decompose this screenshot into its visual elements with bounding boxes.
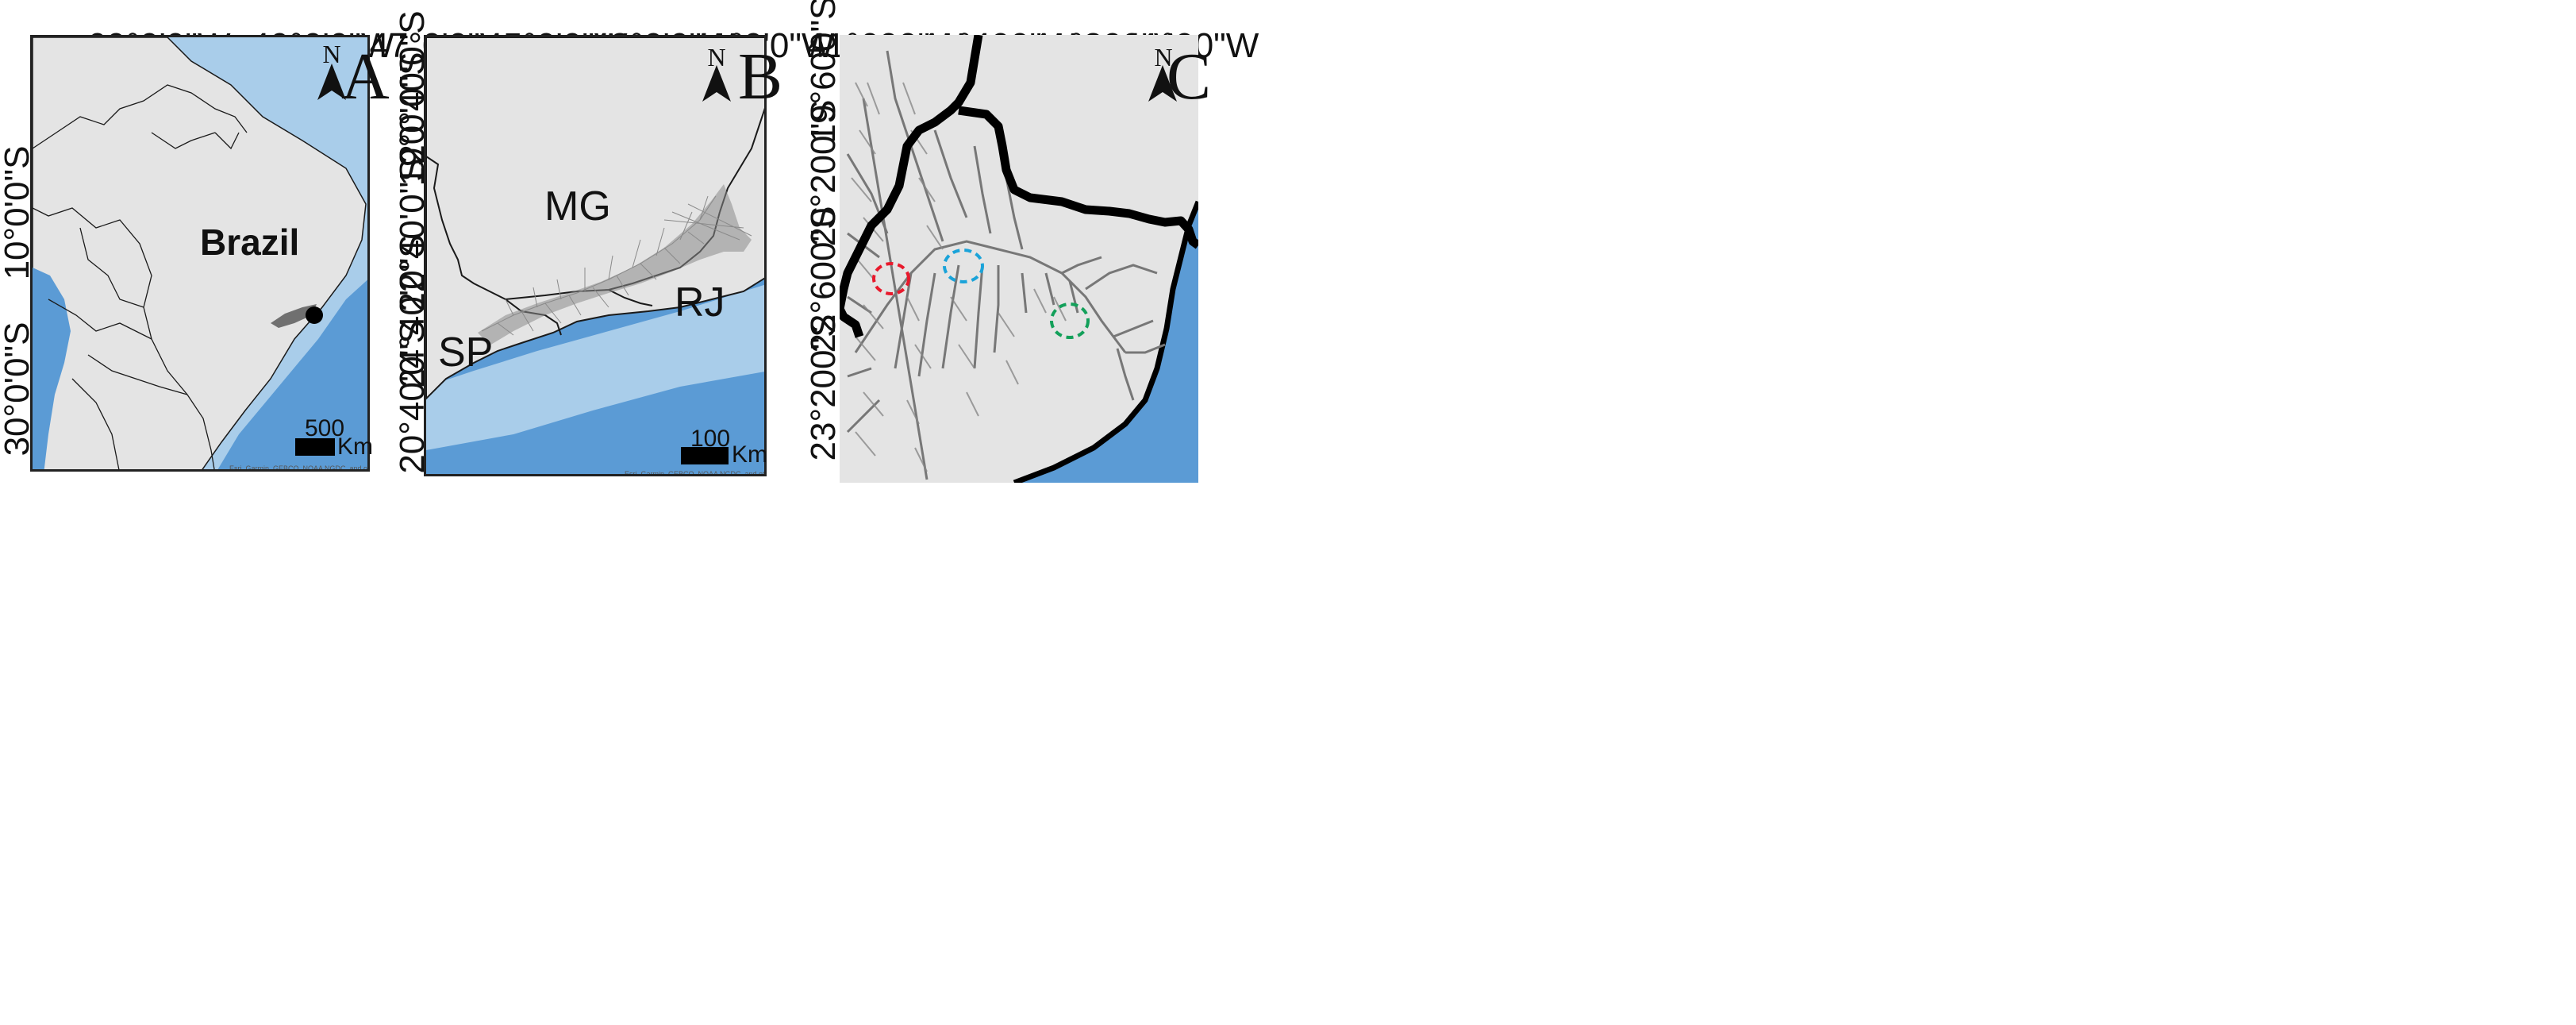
panel-c-ocean [1014,202,1198,483]
panel-c-red-site-marker [872,262,910,295]
panel-a-north-label: N [322,40,341,68]
panel-b-rj-label: RJ [675,279,725,326]
panel-b-letter: B [738,40,783,114]
panel-c-north-arrow-icon [1148,65,1177,102]
panel-b-scale-unit: Km [732,441,767,468]
panel-a-pacific-coast [33,268,71,469]
panel-b-map: Esri, Garmin, GEBCO, NOAA NGDC, and othe… [424,35,767,476]
panel-b-scale-bar [681,447,729,464]
panel-c-north-label: N [1154,43,1173,71]
panel-c-map-graphic [840,35,1198,483]
panel-a-scale-unit: Km [337,434,373,460]
panel-a-map: Esri, Garmin, GEBCO, NOAA NGDC, and othe… [30,35,370,472]
panel-b-land [426,37,764,400]
panel-b-north-label: N [707,43,726,71]
panel-a-map-graphic [33,37,367,469]
panel-a-scale-bar [295,438,335,456]
panel-b-scale-value: 100 [690,426,731,452]
panel-b-shelf [426,284,764,450]
panel-a-north-arrow-icon [317,64,346,100]
panel-a-study-area [271,304,317,328]
panel-c-map [840,35,1198,483]
panel-b-north-arrow-icon [702,65,731,102]
panel-c-coastline [1013,200,1198,483]
panel-c-left-coord-4: 23°200"S [804,314,843,461]
panel-b-sp-label: SP [438,329,494,376]
panel-b-mg-label: MG [544,183,611,229]
panel-a-study-point [306,306,323,324]
panel-a-country-label: Brazil [200,222,300,263]
panel-a-shelf [160,37,367,469]
panel-c-river-texture [851,82,1067,472]
panel-a-scale-value: 500 [305,415,345,441]
panel-b-basin-fill [478,184,752,345]
panel-c-green-site-marker [1050,302,1090,339]
panel-a-south-america-land [33,37,367,469]
panel-a-country-borders [33,84,248,469]
panel-c-boundary-border [840,35,1198,338]
panel-a-attribution: Esri, Garmin, GEBCO, NOAA NGDC, and othe… [229,464,370,472]
panel-c-blue-site-marker [943,249,984,283]
panel-b-attribution: Esri, Garmin, GEBCO, NOAA NGDC, and othe… [625,470,765,476]
panel-a-letter: A [341,40,390,114]
panel-b-map-graphic [426,37,764,474]
